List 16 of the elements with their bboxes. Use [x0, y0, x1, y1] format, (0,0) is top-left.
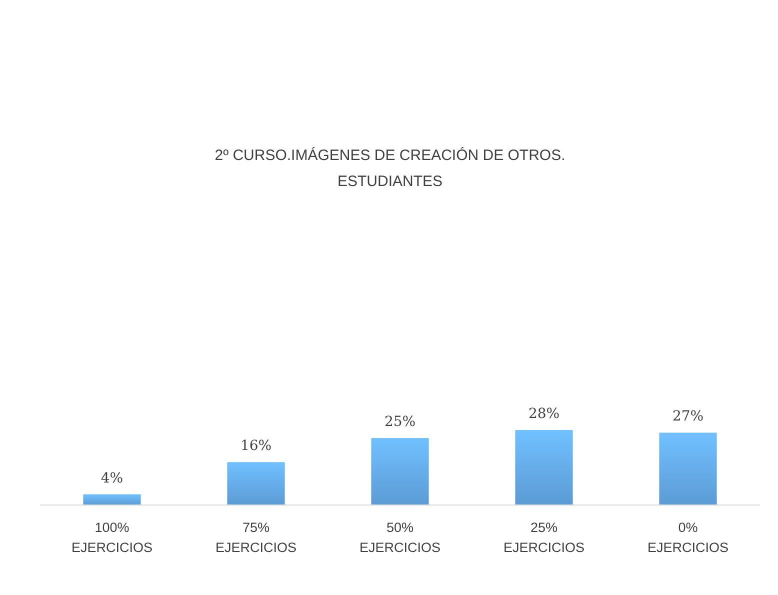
x-tick-label: 100% EJERCICIOS [71, 520, 153, 555]
bar [659, 432, 717, 505]
x-tick-label: 0% EJERCICIOS [647, 520, 729, 555]
bar [515, 430, 573, 505]
bar [227, 462, 285, 505]
bar [83, 494, 141, 505]
data-label: 4% [100, 470, 124, 486]
chart-title: 2º CURSO.IMÁGENES DE CREACIÓN DE OTROS. ESTUDIANTES [214, 146, 566, 190]
bar [371, 438, 429, 505]
x-tick-label: 50% EJERCICIOS [359, 520, 441, 555]
data-label: 28% [528, 406, 560, 422]
x-tick-label: 75% EJERCICIOS [215, 520, 297, 555]
data-label: 16% [240, 438, 272, 454]
x-tick-label: 25% EJERCICIOS [503, 520, 585, 555]
data-label: 27% [672, 408, 704, 425]
data-label: 25% [384, 414, 416, 430]
